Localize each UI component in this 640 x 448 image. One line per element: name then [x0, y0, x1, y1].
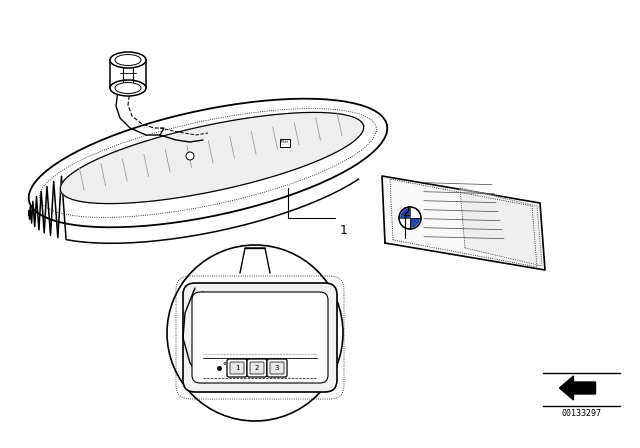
- Wedge shape: [400, 208, 410, 218]
- Wedge shape: [410, 218, 420, 228]
- Text: 1: 1: [235, 365, 239, 370]
- Circle shape: [399, 207, 421, 229]
- Polygon shape: [60, 112, 364, 203]
- Text: 3: 3: [275, 365, 279, 370]
- Ellipse shape: [110, 52, 146, 68]
- Text: 2: 2: [402, 206, 410, 219]
- Text: 2: 2: [255, 365, 259, 370]
- Bar: [280, 139, 290, 147]
- FancyBboxPatch shape: [183, 283, 337, 392]
- Text: FSH: FSH: [281, 140, 289, 144]
- Polygon shape: [382, 176, 545, 270]
- FancyBboxPatch shape: [250, 362, 264, 374]
- Ellipse shape: [115, 82, 141, 94]
- FancyBboxPatch shape: [230, 362, 244, 374]
- Ellipse shape: [115, 55, 141, 65]
- Polygon shape: [559, 376, 595, 400]
- Circle shape: [167, 245, 343, 421]
- Ellipse shape: [110, 80, 146, 96]
- Wedge shape: [400, 218, 410, 228]
- Text: °: °: [222, 362, 226, 371]
- FancyBboxPatch shape: [267, 359, 287, 377]
- Wedge shape: [410, 208, 420, 218]
- Text: 00133297: 00133297: [561, 409, 602, 418]
- FancyBboxPatch shape: [247, 359, 267, 377]
- Polygon shape: [29, 99, 387, 227]
- FancyBboxPatch shape: [270, 362, 284, 374]
- FancyBboxPatch shape: [227, 359, 247, 377]
- Circle shape: [186, 152, 194, 160]
- Polygon shape: [460, 188, 542, 266]
- FancyBboxPatch shape: [192, 292, 328, 383]
- Text: 1: 1: [340, 224, 348, 237]
